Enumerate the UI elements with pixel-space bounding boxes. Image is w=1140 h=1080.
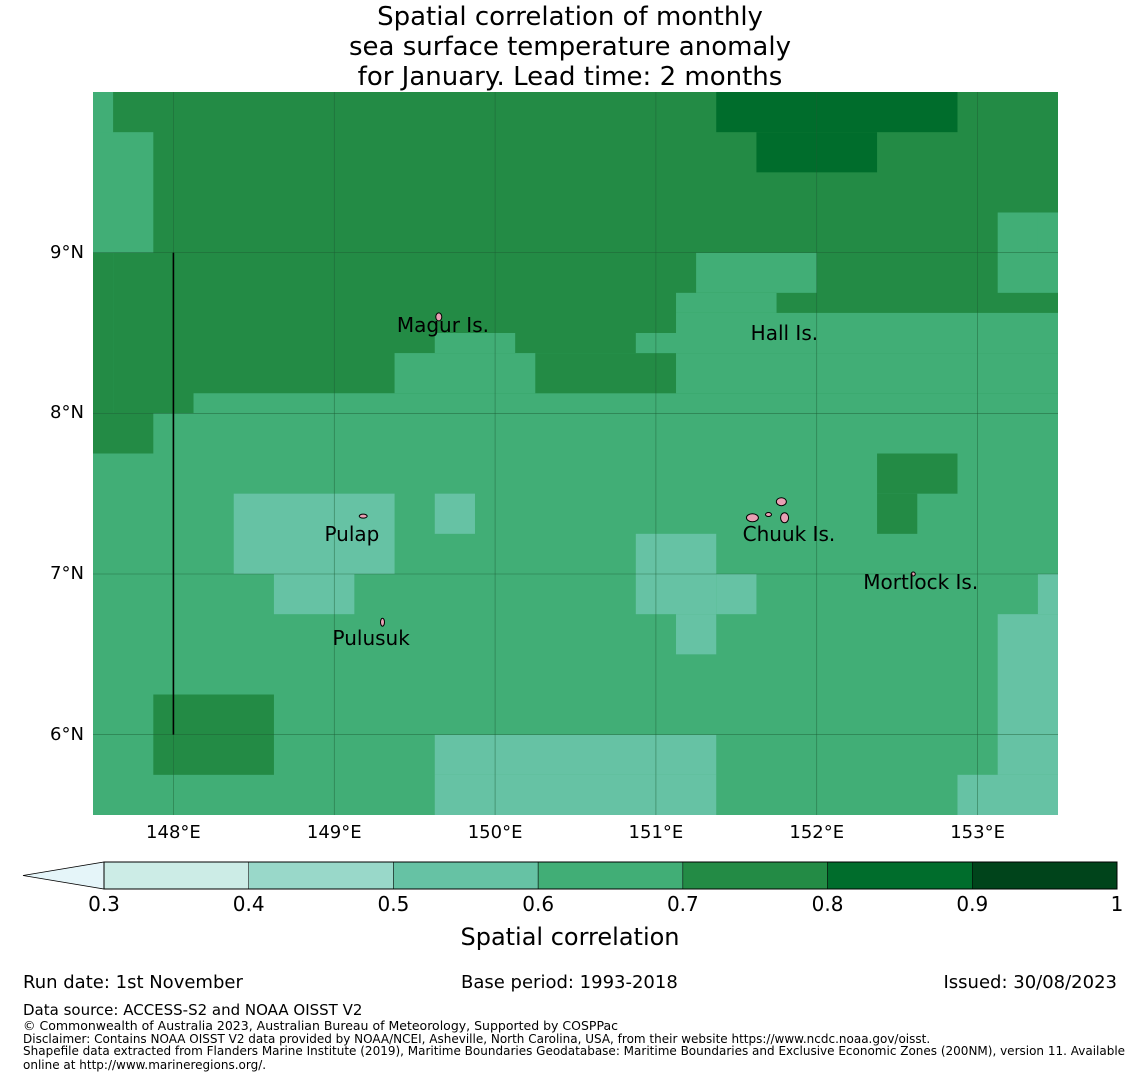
correlation-cell — [434, 774, 717, 815]
island-outline — [358, 513, 368, 519]
colorbar-tick-label: 0.9 — [956, 892, 989, 916]
issued-date: Issued: 30/08/2023 — [943, 972, 1117, 993]
correlation-cell — [193, 393, 1059, 414]
correlation-cell — [1037, 212, 1058, 253]
copyright: © Commonwealth of Australia 2023, Austra… — [23, 1018, 618, 1033]
island-outline — [745, 513, 759, 523]
correlation-cell — [877, 493, 918, 534]
disclaimer: Disclaimer: Contains NOAA OISST V2 data … — [23, 1032, 931, 1046]
correlation-cell — [877, 453, 958, 494]
shapefile-credit-line-2: online at http://www.marineregions.org/. — [23, 1058, 267, 1072]
latitude-tick-label: 9°N — [50, 241, 84, 263]
data-source: Data source: ACCESS-S2 and NOAA OISST V2 — [23, 1001, 363, 1019]
title-line-3: for January. Lead time: 2 months — [357, 62, 783, 92]
correlation-cell — [997, 614, 1058, 775]
correlation-cell — [394, 353, 1058, 394]
correlation-cell — [676, 614, 717, 655]
shapefile-credit-line-1: Shapefile data extracted from Flanders M… — [23, 1044, 1126, 1058]
colorbar — [22, 861, 1118, 890]
colorbar-tick-label: 0.7 — [666, 892, 699, 916]
latitude-tick-label: 8°N — [50, 402, 84, 424]
run-date: Run date: 1st November — [23, 972, 243, 993]
correlation-cell — [535, 353, 677, 394]
colorbar-bin — [972, 861, 1118, 890]
title-line-2: sea surface temperature anomaly — [349, 32, 791, 62]
longitude-tick-label: 148°E — [146, 822, 201, 843]
longitude-tick-label: 150°E — [467, 822, 523, 843]
correlation-cell — [716, 574, 757, 615]
colorbar-tick-label: 0.8 — [811, 892, 844, 916]
longitude-tick-label: 149°E — [306, 822, 362, 843]
correlation-cell — [635, 333, 1058, 354]
colorbar-bin — [393, 861, 539, 890]
place-label: Pulusuk — [332, 626, 410, 651]
colorbar-extend-arrow — [22, 861, 105, 890]
correlation-cell — [1037, 574, 1058, 615]
latitude-tick-label: 7°N — [50, 563, 84, 584]
colorbar-label: Spatial correlation — [460, 923, 680, 951]
island-outline — [435, 312, 443, 322]
colorbar-bin — [537, 861, 684, 890]
colorbar-tick-label: 0.5 — [377, 892, 410, 916]
latitude-tick-label: 6°N — [50, 723, 84, 745]
colorbar-tick-label: 0.6 — [522, 892, 555, 916]
base-period: Base period: 1993-2018 — [461, 972, 678, 993]
correlation-cell — [434, 493, 475, 534]
island-outline — [380, 617, 385, 627]
title-line-1: Spatial correlation of monthly — [377, 2, 763, 32]
island-outline — [780, 512, 790, 524]
island-outline — [910, 571, 916, 577]
correlation-cell — [676, 292, 777, 313]
longitude-tick-label: 151°E — [628, 822, 684, 843]
colorbar-tick-label: 0.3 — [88, 892, 120, 916]
correlation-cell — [676, 312, 1058, 333]
correlation-map — [93, 92, 1059, 815]
colorbar-bin — [827, 861, 973, 890]
correlation-cell — [233, 493, 395, 574]
colorbar-bin — [682, 861, 828, 890]
colorbar-bin — [103, 861, 249, 890]
correlation-cell — [696, 252, 817, 293]
longitude-tick-label: 153°E — [950, 822, 1005, 843]
correlation-cell — [93, 132, 154, 253]
correlation-cell — [273, 574, 355, 615]
colorbar-frame — [103, 861, 1118, 890]
chart-title: Spatial correlation of monthly sea surfa… — [0, 2, 1140, 92]
place-label: Magur Is. — [396, 312, 489, 337]
island-outline — [765, 512, 772, 518]
place-label: Mortlock Is. — [863, 570, 979, 595]
colorbar-tick-label: 1 — [1110, 892, 1124, 916]
place-label: Chuuk Is. — [742, 521, 836, 546]
place-label: Hall Is. — [750, 321, 819, 345]
correlation-cell — [93, 252, 114, 414]
colorbar-tick-label: 0.4 — [232, 892, 265, 916]
colorbar-bin — [248, 861, 394, 890]
correlation-cell — [434, 734, 717, 775]
longitude-tick-label: 152°E — [789, 822, 845, 843]
correlation-cell — [93, 413, 154, 454]
island-outline — [775, 497, 787, 507]
correlation-cell — [716, 92, 958, 133]
correlation-cell — [957, 774, 1058, 815]
place-label: Pulap — [324, 521, 380, 546]
